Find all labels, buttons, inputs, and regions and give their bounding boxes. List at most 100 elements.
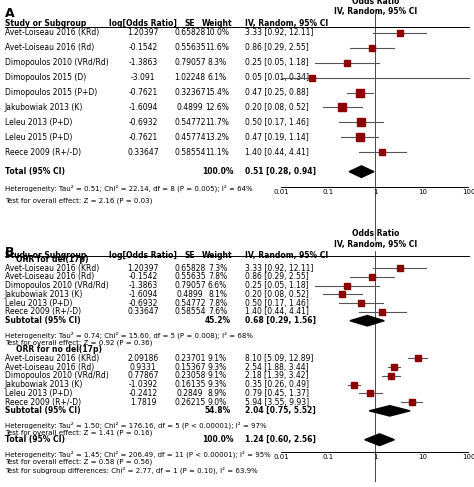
Text: Test for overall effect: Z = 0.58 (P = 0.56): Test for overall effect: Z = 0.58 (P = 0…: [5, 458, 152, 465]
Text: Dimopoulos 2015 (P+D): Dimopoulos 2015 (P+D): [5, 88, 97, 97]
Text: 1.24 [0.60, 2.56]: 1.24 [0.60, 2.56]: [245, 435, 316, 444]
Text: 0.65828: 0.65828: [174, 28, 206, 37]
Text: 0.55635: 0.55635: [174, 43, 206, 52]
Text: Avet-Loiseau 2016 (Rd): Avet-Loiseau 2016 (Rd): [5, 273, 94, 281]
Text: Weight: Weight: [202, 251, 233, 260]
Text: Test for overall effect: Z = 1.41 (P = 0.16): Test for overall effect: Z = 1.41 (P = 0…: [5, 430, 152, 436]
Text: 0.51 [0.28, 0.94]: 0.51 [0.28, 0.94]: [245, 167, 316, 176]
Text: 0.25 [0.05, 1.18]: 0.25 [0.05, 1.18]: [245, 58, 309, 67]
Text: 7.8%: 7.8%: [208, 273, 227, 281]
Text: Dimopoulos 2010 (VRd/Rd): Dimopoulos 2010 (VRd/Rd): [5, 281, 109, 290]
Text: 2.18 [1.39, 3.42]: 2.18 [1.39, 3.42]: [245, 372, 309, 380]
Text: 5.94 [3.55, 9.93]: 5.94 [3.55, 9.93]: [245, 397, 310, 407]
Text: 0.45774: 0.45774: [174, 133, 206, 142]
Text: -0.1542: -0.1542: [128, 273, 157, 281]
Text: 0.05 [0.01, 0.34]: 0.05 [0.01, 0.34]: [245, 73, 309, 82]
Text: 6.6%: 6.6%: [208, 281, 227, 290]
Text: Leleu 2013 (P+D): Leleu 2013 (P+D): [5, 299, 72, 308]
Text: 10: 10: [418, 189, 427, 195]
Text: 0.2849: 0.2849: [177, 389, 203, 398]
Text: Total (95% CI): Total (95% CI): [5, 167, 65, 176]
Text: Study or Subgroup: Study or Subgroup: [5, 251, 86, 260]
Text: 11.1%: 11.1%: [206, 148, 229, 157]
Text: 15.4%: 15.4%: [206, 88, 229, 97]
Text: 9.3%: 9.3%: [208, 380, 227, 389]
Text: 0.55635: 0.55635: [174, 273, 206, 281]
Text: 100.0%: 100.0%: [202, 435, 233, 444]
Text: 8.3%: 8.3%: [208, 58, 227, 67]
Text: 13.2%: 13.2%: [206, 133, 229, 142]
Text: -0.2412: -0.2412: [128, 389, 157, 398]
Text: Jakubowiak 2013 (K): Jakubowiak 2013 (K): [5, 103, 83, 112]
Text: 0.79057: 0.79057: [174, 58, 206, 67]
Text: 0.86 [0.29, 2.55]: 0.86 [0.29, 2.55]: [245, 273, 309, 281]
Text: 12.6%: 12.6%: [206, 103, 229, 112]
Text: B: B: [5, 246, 14, 259]
Text: Test for overall effect: Z = 0.92 (P = 0.36): Test for overall effect: Z = 0.92 (P = 0…: [5, 339, 152, 346]
Text: Jakubowiak 2013 (K): Jakubowiak 2013 (K): [5, 290, 83, 299]
Text: 9.1%: 9.1%: [208, 354, 227, 363]
Text: 0.58554: 0.58554: [174, 148, 206, 157]
Text: 0.26215: 0.26215: [174, 397, 206, 407]
Text: 7.6%: 7.6%: [208, 307, 227, 317]
Text: Odds Ratio
IV, Random, 95% CI: Odds Ratio IV, Random, 95% CI: [334, 229, 417, 249]
Text: Reece 2009 (R+/-D): Reece 2009 (R+/-D): [5, 148, 81, 157]
Text: Avet-Loiseau 2016 (KRd): Avet-Loiseau 2016 (KRd): [5, 264, 99, 273]
Text: 0.68 [0.29, 1.56]: 0.68 [0.29, 1.56]: [245, 316, 316, 325]
Text: Heterogeneity: Tau² = 1.50; Chi² = 176.16, df = 5 (P < 0.00001); I² = 97%: Heterogeneity: Tau² = 1.50; Chi² = 176.1…: [5, 422, 266, 429]
Text: -0.7621: -0.7621: [128, 133, 157, 142]
Polygon shape: [365, 434, 394, 446]
Text: Total (95% CI): Total (95% CI): [5, 435, 65, 444]
Text: 0.35 [0.26, 0.49]: 0.35 [0.26, 0.49]: [245, 380, 309, 389]
Text: -0.1542: -0.1542: [128, 43, 157, 52]
Text: IV, Random, 95% CI: IV, Random, 95% CI: [245, 251, 328, 260]
Text: 100.0%: 100.0%: [202, 167, 233, 176]
Text: 0.25 [0.05, 1.18]: 0.25 [0.05, 1.18]: [245, 281, 309, 290]
Text: 6.1%: 6.1%: [208, 73, 227, 82]
Text: 0.4899: 0.4899: [177, 290, 203, 299]
Text: Study or Subgroup: Study or Subgroup: [5, 19, 86, 28]
Text: Weight: Weight: [202, 19, 233, 28]
Text: 0.47 [0.25, 0.88]: 0.47 [0.25, 0.88]: [245, 88, 309, 97]
Text: 0.1: 0.1: [322, 189, 334, 195]
Text: 1.40 [0.44, 4.41]: 1.40 [0.44, 4.41]: [245, 307, 309, 317]
Text: 0.1: 0.1: [322, 454, 334, 460]
Text: 0.4899: 0.4899: [177, 103, 203, 112]
Text: Dimopoulos 2015 (D): Dimopoulos 2015 (D): [5, 73, 86, 82]
Text: 11.7%: 11.7%: [206, 118, 229, 127]
Text: 0.32367: 0.32367: [174, 88, 206, 97]
Text: log[Odds Ratio]: log[Odds Ratio]: [109, 251, 177, 260]
Text: -1.3863: -1.3863: [128, 58, 157, 67]
Text: 0.86 [0.29, 2.55]: 0.86 [0.29, 2.55]: [245, 43, 309, 52]
Text: -1.6094: -1.6094: [128, 103, 158, 112]
Text: Heterogeneity: Tau² = 1.45; Chi² = 206.49, df = 11 (P < 0.00001); I² = 95%: Heterogeneity: Tau² = 1.45; Chi² = 206.4…: [5, 450, 271, 458]
Text: 0.50 [0.17, 1.46]: 0.50 [0.17, 1.46]: [245, 299, 309, 308]
Text: 1: 1: [373, 454, 377, 460]
Text: 0.15367: 0.15367: [174, 363, 206, 372]
Polygon shape: [349, 166, 374, 177]
Text: Leleu 2015 (P+D): Leleu 2015 (P+D): [5, 133, 72, 142]
Text: 0.50 [0.17, 1.46]: 0.50 [0.17, 1.46]: [245, 118, 309, 127]
Text: 0.23701: 0.23701: [174, 354, 206, 363]
Text: ORR for no del(17p): ORR for no del(17p): [16, 345, 102, 354]
Text: 0.54772: 0.54772: [174, 118, 206, 127]
Text: 1.20397: 1.20397: [127, 264, 159, 273]
Text: 3.33 [0.92, 12.11]: 3.33 [0.92, 12.11]: [245, 28, 314, 37]
Text: 54.8%: 54.8%: [204, 406, 231, 415]
Text: 0.79 [0.45, 1.37]: 0.79 [0.45, 1.37]: [245, 389, 309, 398]
Text: -1.6094: -1.6094: [128, 290, 158, 299]
Text: Reece 2009 (R+/-D): Reece 2009 (R+/-D): [5, 307, 81, 317]
Text: 8.9%: 8.9%: [208, 389, 227, 398]
Text: 0.33647: 0.33647: [127, 148, 159, 157]
Text: 7.8%: 7.8%: [208, 299, 227, 308]
Text: 0.9331: 0.9331: [129, 363, 156, 372]
Text: SE: SE: [184, 19, 195, 28]
Text: Leleu 2013 (P+D): Leleu 2013 (P+D): [5, 118, 72, 127]
Text: 8.10 [5.09, 12.89]: 8.10 [5.09, 12.89]: [245, 354, 314, 363]
Text: Avet-Loiseau 2016 (Rd): Avet-Loiseau 2016 (Rd): [5, 363, 94, 372]
Text: 0.01: 0.01: [273, 189, 289, 195]
Text: 1.40 [0.44, 4.41]: 1.40 [0.44, 4.41]: [245, 148, 309, 157]
Text: Jakubowiak 2013 (K): Jakubowiak 2013 (K): [5, 380, 83, 389]
Text: -1.3863: -1.3863: [128, 281, 157, 290]
Text: 0.54772: 0.54772: [174, 299, 206, 308]
